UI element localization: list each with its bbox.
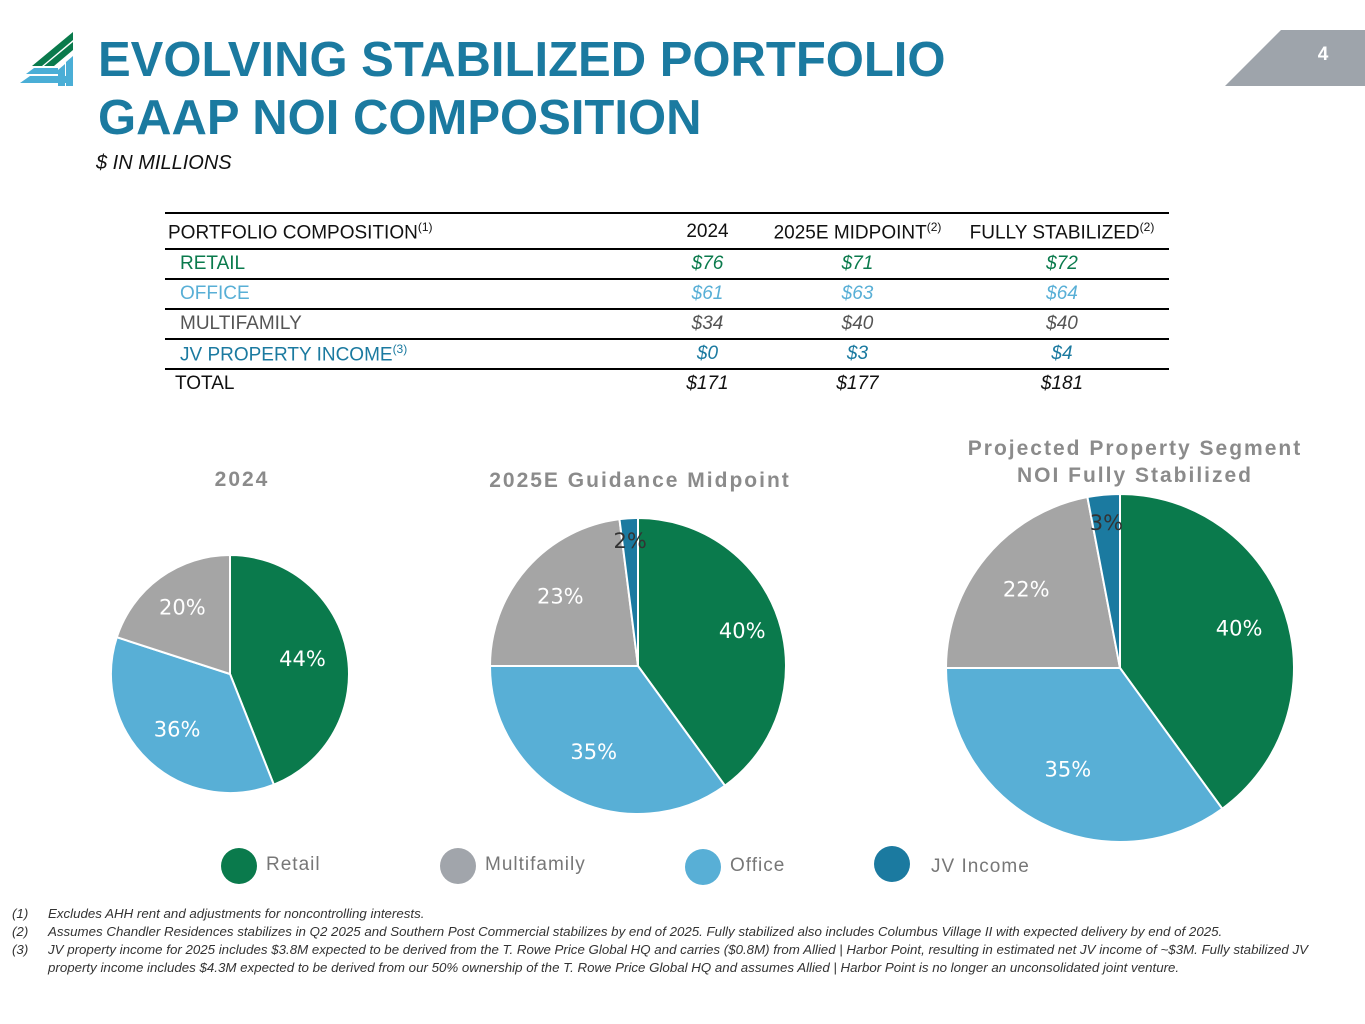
pie-chart-fully-stabilized: 40% 35% 22% 3% <box>944 492 1295 843</box>
pie-slice-office <box>488 665 727 815</box>
pie-slice-multifamily <box>115 553 231 676</box>
portfolio-composition-table: PORTFOLIO COMPOSITION(1) 2024 2025E MIDP… <box>165 212 1169 398</box>
footnote-ref: (3) <box>392 341 408 356</box>
company-logo <box>20 32 73 86</box>
table-header-row: PORTFOLIO COMPOSITION(1) 2024 2025E MIDP… <box>165 213 1169 249</box>
pie-slice-retail <box>229 553 350 786</box>
footnote-ref: (2) <box>926 219 942 234</box>
pie-slice-retail <box>1119 492 1295 811</box>
pie-slice-jv-income <box>618 516 639 667</box>
row-label: TOTAL <box>175 373 235 394</box>
cell-2024: $34 <box>691 313 724 334</box>
legend-swatch-jv-income <box>874 846 910 882</box>
column-header-portfolio-composition: PORTFOLIO COMPOSITION(1) <box>165 213 655 249</box>
row-label: OFFICE <box>180 283 250 304</box>
pie-chart-2025e: 40% 35% 23% 2% <box>488 516 787 815</box>
row-label: RETAIL <box>180 253 246 274</box>
page-title-line-1: EVOLVING STABILIZED PORTFOLIO <box>98 33 946 87</box>
legend-label-retail: Retail <box>266 854 321 875</box>
chart-title-2025e: 2025E Guidance Midpoint <box>489 469 791 492</box>
pie-label-retail: 40% <box>719 619 766 643</box>
pie-label-jv-income: 3% <box>1090 511 1123 535</box>
page-number-tab <box>1225 30 1365 86</box>
table-row-office: OFFICE $61 $63 $64 <box>165 279 1169 309</box>
footnote-2: (2) Assumes Chandler Residences stabiliz… <box>12 923 1357 941</box>
legend-label-jv-income: JV Income <box>931 856 1030 877</box>
column-header-2025e-midpoint: 2025E MIDPOINT(2) <box>760 213 955 249</box>
pie-slice-multifamily <box>488 518 640 667</box>
cell-fully-stabilized: $64 <box>1046 283 1078 304</box>
pie-label-retail: 44% <box>279 647 326 671</box>
cell-2024: $171 <box>686 373 729 394</box>
cell-2024: $0 <box>696 343 719 364</box>
footnote-number: (1) <box>12 906 29 921</box>
chart-title-fully-stabilized-line-2: NOI Fully Stabilized <box>1016 464 1254 487</box>
cell-2025e: $3 <box>846 343 869 364</box>
legend-label-multifamily: Multifamily <box>485 854 586 875</box>
footnote-number: (3) <box>12 942 29 957</box>
legend-label-office: Office <box>730 855 786 876</box>
table-row-retail: RETAIL $76 $71 $72 <box>165 249 1169 279</box>
page-number: 4 <box>1317 44 1329 65</box>
pie-label-multifamily: 20% <box>159 596 206 620</box>
cell-2024: $76 <box>691 253 724 274</box>
pie-label-retail: 40% <box>1216 616 1263 640</box>
page-title-line-2: GAAP NOI COMPOSITION <box>98 91 702 145</box>
cell-2024: $61 <box>691 283 724 304</box>
pie-label-office: 35% <box>1045 757 1092 781</box>
column-header-text: PORTFOLIO COMPOSITION <box>168 222 418 244</box>
cell-2025e: $63 <box>841 283 874 304</box>
footnote-text: Assumes Chandler Residences stabilizes i… <box>48 924 1223 939</box>
pie-chart-2024: 44% 36% 20% <box>110 553 350 794</box>
footnote-text: Excludes AHH rent and adjustments for no… <box>48 906 425 921</box>
footnote-1: (1) Excludes AHH rent and adjustments fo… <box>12 905 1357 923</box>
legend-swatch-multifamily <box>440 848 476 884</box>
cell-fully-stabilized: $4 <box>1051 343 1073 364</box>
footnote-text: JV property income for 2025 includes $3.… <box>48 942 1308 975</box>
legend-swatch-office <box>685 849 721 885</box>
pie-label-jv-income: 2% <box>614 529 647 553</box>
cell-2025e: $40 <box>841 313 874 334</box>
cell-fully-stabilized: $72 <box>1046 253 1078 274</box>
column-header-fully-stabilized: FULLY STABILIZED(2) <box>955 213 1169 249</box>
pie-slice-office <box>944 667 1224 843</box>
footnote-ref: (2) <box>1139 219 1155 234</box>
pie-label-office: 36% <box>154 717 201 741</box>
footnote-3: (3) JV property income for 2025 includes… <box>12 941 1357 977</box>
row-label: MULTIFAMILY <box>180 313 302 334</box>
pie-label-multifamily: 22% <box>1003 577 1050 601</box>
pie-slice-office <box>110 635 276 794</box>
table-row-total: TOTAL $171 $177 $181 <box>165 369 1169 398</box>
chart-title-fully-stabilized-line-1: Projected Property Segment <box>967 437 1303 460</box>
footnote-number: (2) <box>12 924 29 939</box>
footnote-ref: (1) <box>417 219 433 234</box>
pie-slice-jv-income <box>1086 492 1121 669</box>
legend-swatch-retail <box>221 848 257 884</box>
page-subtitle: $ IN MILLIONS <box>96 152 232 174</box>
column-header-text: 2025E MIDPOINT <box>773 222 927 244</box>
table-row-jv-property-income: JV PROPERTY INCOME(3) $0 $3 $4 <box>165 339 1169 369</box>
cell-fully-stabilized: $40 <box>1046 313 1078 334</box>
pie-slice-multifamily <box>944 495 1122 669</box>
table-row-multifamily: MULTIFAMILY $34 $40 $40 <box>165 309 1169 339</box>
cell-2025e: $177 <box>836 373 879 394</box>
footnotes: (1) Excludes AHH rent and adjustments fo… <box>12 905 1357 977</box>
row-label-text: JV PROPERTY INCOME <box>180 344 393 366</box>
column-header-text: FULLY STABILIZED <box>969 222 1140 244</box>
chart-title-2024: 2024 <box>214 468 270 491</box>
pie-label-multifamily: 23% <box>537 585 584 609</box>
column-header-2024: 2024 <box>686 221 729 242</box>
cell-2025e: $71 <box>841 253 874 274</box>
pie-label-office: 35% <box>570 740 617 764</box>
row-label: JV PROPERTY INCOME(3) <box>165 339 655 369</box>
pie-slice-retail <box>637 516 787 788</box>
cell-fully-stabilized: $181 <box>1040 373 1084 394</box>
